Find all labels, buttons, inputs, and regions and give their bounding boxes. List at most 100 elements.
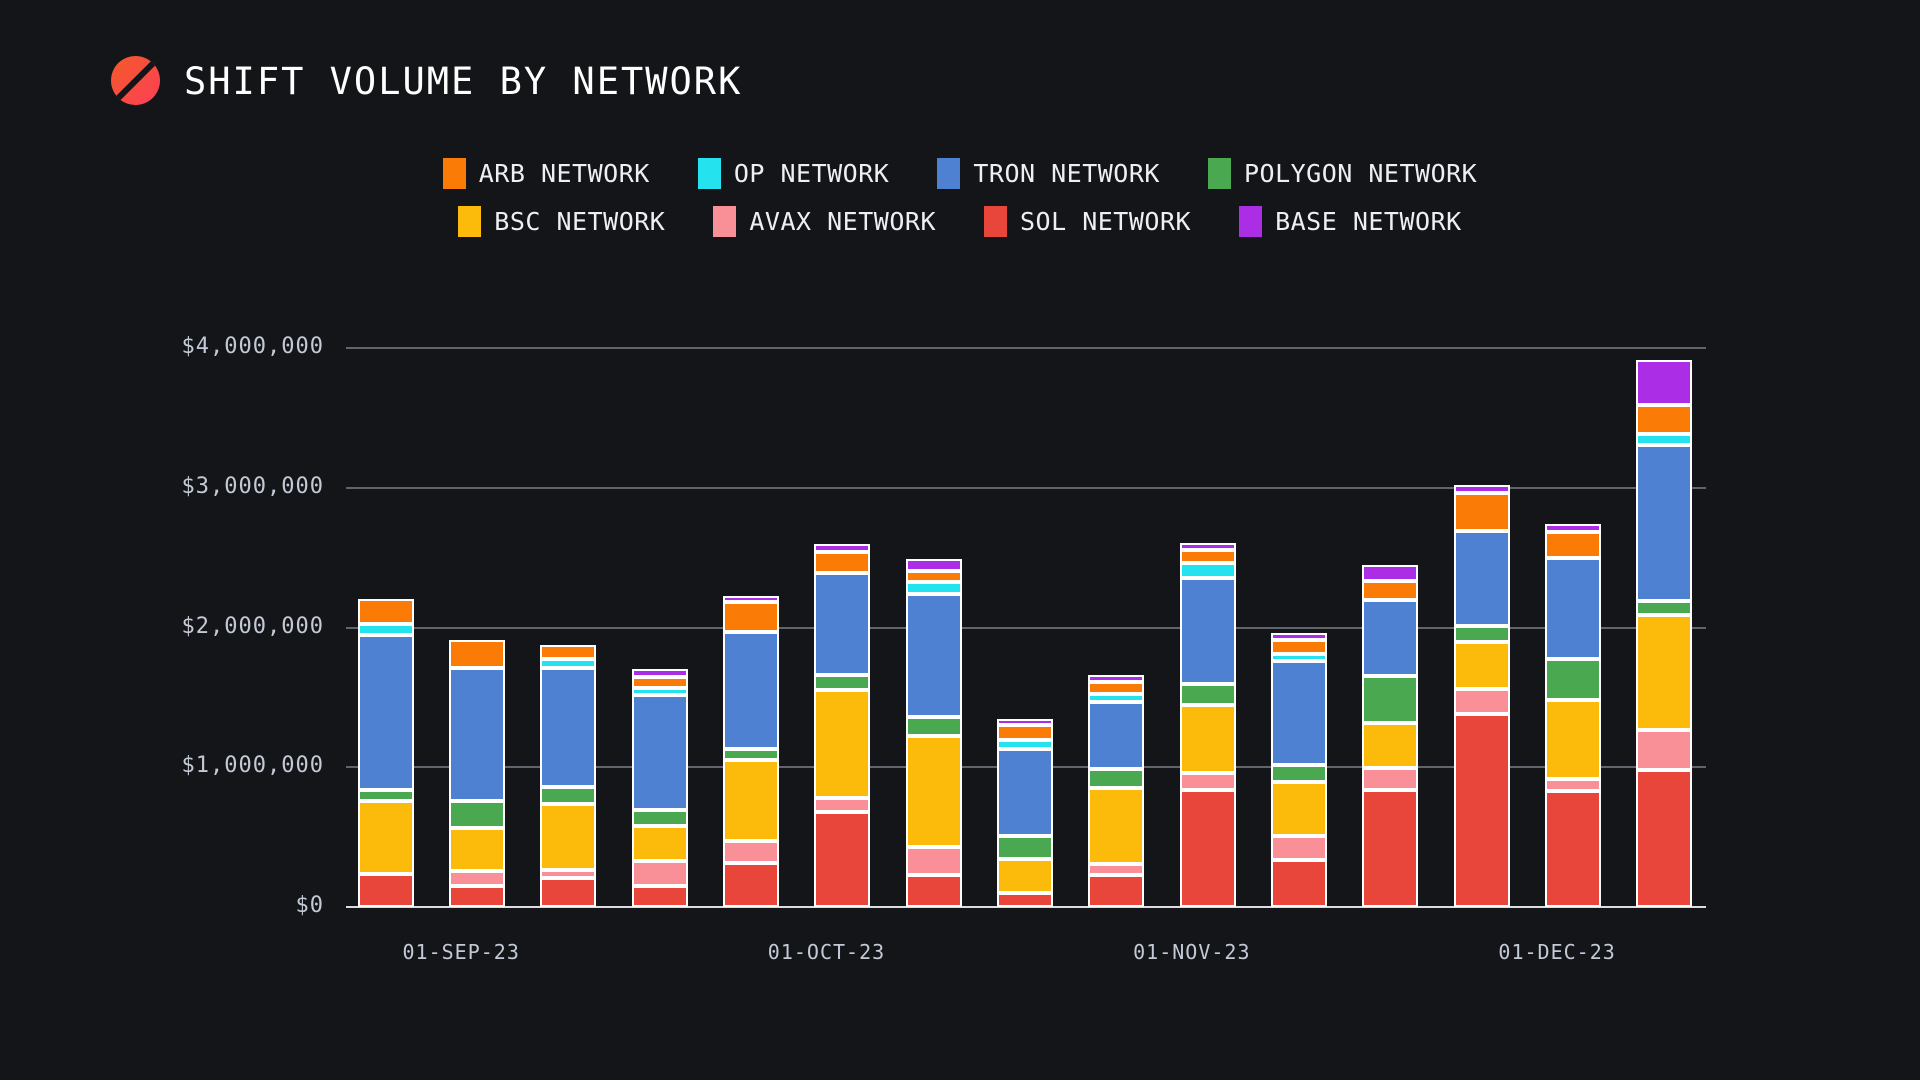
segment-base[interactable] <box>722 596 779 603</box>
segment-tron[interactable] <box>540 668 597 788</box>
segment-bsc[interactable] <box>1270 781 1327 837</box>
segment-bsc[interactable] <box>540 804 597 870</box>
segment-base[interactable] <box>631 669 688 677</box>
segment-arb[interactable] <box>449 640 506 668</box>
segment-sol[interactable] <box>1179 789 1236 907</box>
segment-tron[interactable] <box>1362 599 1419 677</box>
legend-item-polygon[interactable]: POLYGON NETWORK <box>1207 158 1477 189</box>
segment-sol[interactable] <box>631 885 688 907</box>
segment-tron[interactable] <box>1453 531 1510 626</box>
bar-week-1[interactable] <box>357 598 414 907</box>
segment-polygon[interactable] <box>1362 676 1419 723</box>
segment-arb[interactable] <box>722 602 779 633</box>
segment-op[interactable] <box>631 687 688 696</box>
segment-tron[interactable] <box>996 748 1053 836</box>
segment-avax[interactable] <box>1453 688 1510 715</box>
segment-arb[interactable] <box>1544 532 1601 559</box>
segment-tron[interactable] <box>1270 660 1327 766</box>
segment-arb[interactable] <box>540 644 597 659</box>
bar-week-15[interactable] <box>1636 359 1693 907</box>
legend-item-sol[interactable]: SOL NETWORK <box>984 206 1191 237</box>
segment-base[interactable] <box>1362 565 1419 582</box>
segment-tron[interactable] <box>357 635 414 790</box>
segment-bsc[interactable] <box>449 827 506 871</box>
segment-sol[interactable] <box>905 874 962 907</box>
legend-item-op[interactable]: OP NETWORK <box>697 158 890 189</box>
segment-op[interactable] <box>905 582 962 594</box>
segment-base[interactable] <box>1179 542 1236 550</box>
segment-arb[interactable] <box>905 570 962 583</box>
segment-arb[interactable] <box>1636 404 1693 435</box>
segment-op[interactable] <box>540 658 597 669</box>
segment-arb[interactable] <box>996 724 1053 740</box>
segment-avax[interactable] <box>631 860 688 886</box>
bar-week-6[interactable] <box>814 543 871 907</box>
segment-polygon[interactable] <box>1179 683 1236 705</box>
segment-avax[interactable] <box>540 869 597 879</box>
segment-sol[interactable] <box>1636 770 1693 907</box>
segment-arb[interactable] <box>357 598 414 625</box>
segment-polygon[interactable] <box>449 801 506 828</box>
segment-arb[interactable] <box>1088 681 1145 694</box>
segment-avax[interactable] <box>449 870 506 887</box>
segment-sol[interactable] <box>722 862 779 907</box>
segment-avax[interactable] <box>1088 864 1145 875</box>
bar-week-12[interactable] <box>1362 565 1419 907</box>
segment-polygon[interactable] <box>1270 765 1327 782</box>
segment-base[interactable] <box>905 559 962 571</box>
segment-op[interactable] <box>1270 653 1327 661</box>
segment-op[interactable] <box>1636 434 1693 446</box>
legend-item-avax[interactable]: AVAX NETWORK <box>713 206 936 237</box>
segment-polygon[interactable] <box>722 748 779 760</box>
segment-polygon[interactable] <box>814 675 871 690</box>
segment-bsc[interactable] <box>1179 704 1236 773</box>
segment-polygon[interactable] <box>1453 625 1510 643</box>
segment-polygon[interactable] <box>996 835 1053 859</box>
bar-week-10[interactable] <box>1179 542 1236 907</box>
segment-bsc[interactable] <box>1544 699 1601 780</box>
segment-avax[interactable] <box>1544 779 1601 792</box>
segment-arb[interactable] <box>1179 549 1236 563</box>
segment-tron[interactable] <box>1544 558 1601 660</box>
segment-base[interactable] <box>1453 484 1510 493</box>
segment-avax[interactable] <box>1636 730 1693 771</box>
segment-polygon[interactable] <box>540 787 597 805</box>
segment-tron[interactable] <box>1088 702 1145 769</box>
segment-sol[interactable] <box>1453 714 1510 907</box>
legend-item-bsc[interactable]: BSC NETWORK <box>458 206 665 237</box>
segment-sol[interactable] <box>540 878 597 907</box>
segment-polygon[interactable] <box>905 716 962 736</box>
segment-avax[interactable] <box>905 846 962 875</box>
segment-bsc[interactable] <box>722 759 779 841</box>
bar-week-3[interactable] <box>540 644 597 907</box>
segment-base[interactable] <box>814 543 871 552</box>
bar-week-9[interactable] <box>1088 675 1145 907</box>
segment-tron[interactable] <box>1636 445 1693 601</box>
segment-tron[interactable] <box>1179 578 1236 684</box>
segment-polygon[interactable] <box>1088 768 1145 788</box>
segment-op[interactable] <box>1179 562 1236 579</box>
legend-item-tron[interactable]: TRON NETWORK <box>937 158 1160 189</box>
segment-sol[interactable] <box>449 886 506 907</box>
bar-week-4[interactable] <box>631 669 688 907</box>
segment-arb[interactable] <box>814 551 871 573</box>
segment-op[interactable] <box>357 624 414 635</box>
segment-bsc[interactable] <box>1636 615 1693 731</box>
segment-base[interactable] <box>1636 359 1693 405</box>
bar-week-11[interactable] <box>1270 632 1327 907</box>
segment-tron[interactable] <box>722 632 779 749</box>
segment-avax[interactable] <box>1362 768 1419 790</box>
segment-tron[interactable] <box>449 667 506 802</box>
segment-op[interactable] <box>996 739 1053 749</box>
segment-polygon[interactable] <box>1544 659 1601 700</box>
bar-week-2[interactable] <box>449 640 506 907</box>
segment-arb[interactable] <box>631 676 688 688</box>
segment-sol[interactable] <box>814 811 871 907</box>
segment-bsc[interactable] <box>814 689 871 799</box>
segment-base[interactable] <box>1270 632 1327 640</box>
segment-polygon[interactable] <box>1636 600 1693 616</box>
segment-base[interactable] <box>1088 675 1145 682</box>
segment-bsc[interactable] <box>905 735 962 847</box>
bar-week-13[interactable] <box>1453 484 1510 907</box>
segment-avax[interactable] <box>1270 836 1327 861</box>
